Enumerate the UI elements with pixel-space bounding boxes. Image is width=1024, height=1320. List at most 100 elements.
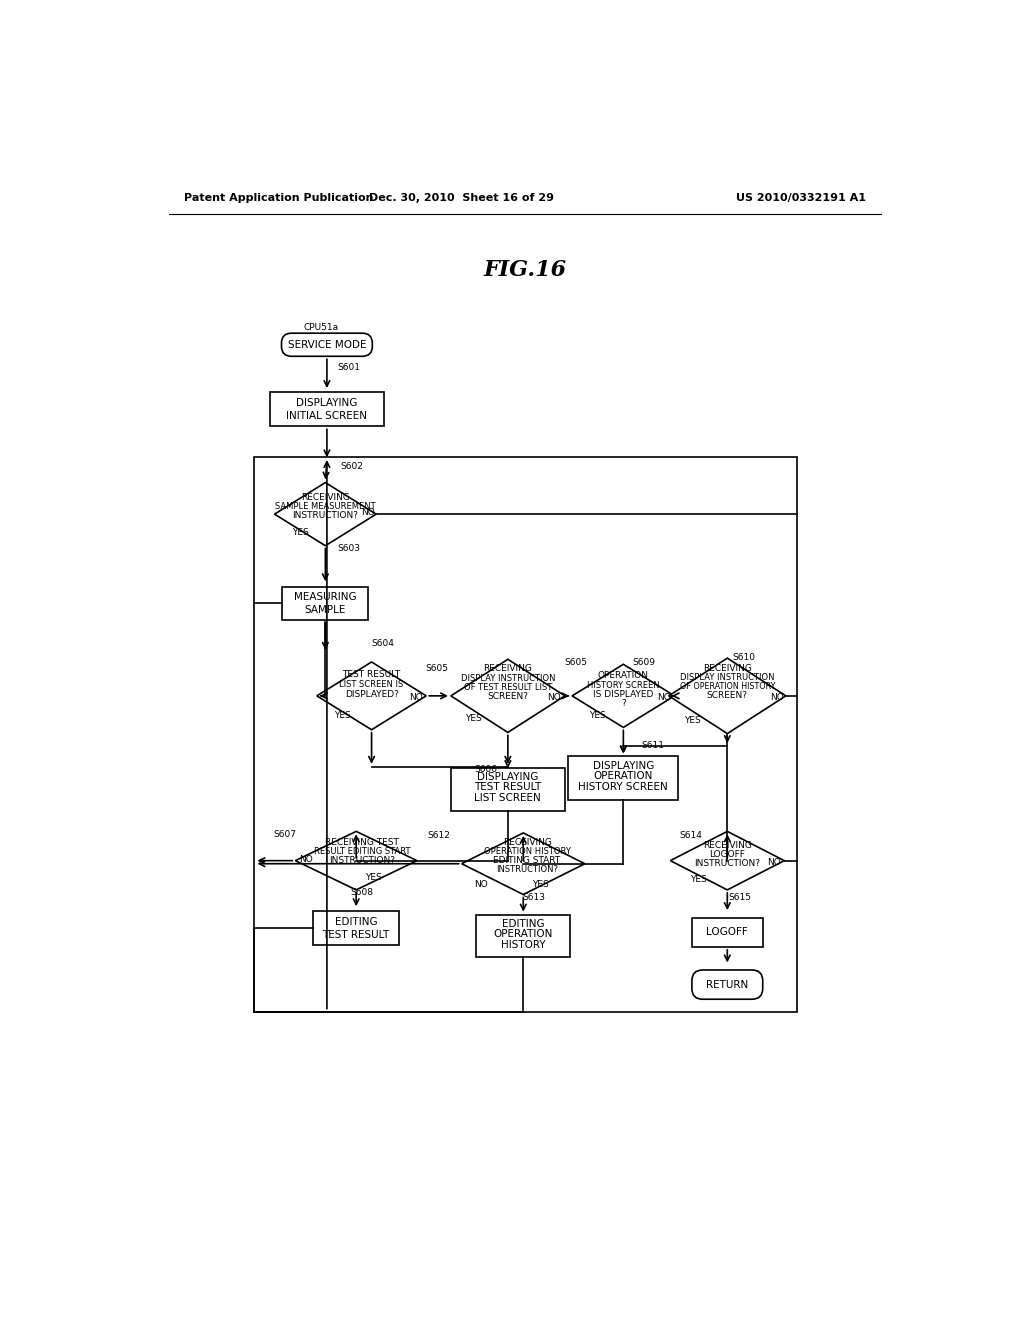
Text: INSTRUCTION?: INSTRUCTION? [330, 857, 395, 865]
Text: DISPLAYING: DISPLAYING [477, 772, 539, 783]
Text: S604: S604 [372, 639, 394, 648]
Text: YES: YES [465, 714, 481, 723]
Text: YES: YES [690, 875, 707, 883]
Text: S601: S601 [337, 363, 360, 372]
Polygon shape [316, 663, 426, 730]
Text: INSTRUCTION?: INSTRUCTION? [293, 511, 358, 520]
FancyBboxPatch shape [282, 333, 373, 356]
FancyBboxPatch shape [270, 392, 384, 426]
Text: DISPLAYING: DISPLAYING [296, 399, 357, 408]
Text: IS DISPLAYED: IS DISPLAYED [593, 690, 653, 698]
Polygon shape [295, 832, 417, 890]
Text: TEST RESULT: TEST RESULT [342, 669, 400, 678]
Text: S612: S612 [427, 832, 450, 841]
Text: CPU51a: CPU51a [303, 323, 338, 333]
Text: YES: YES [365, 873, 382, 882]
FancyBboxPatch shape [313, 911, 399, 945]
Text: SERVICE MODE: SERVICE MODE [288, 339, 367, 350]
Text: DISPLAYED?: DISPLAYED? [345, 690, 398, 698]
Text: Dec. 30, 2010  Sheet 16 of 29: Dec. 30, 2010 Sheet 16 of 29 [370, 194, 554, 203]
Text: Patent Application Publication: Patent Application Publication [184, 194, 374, 203]
Text: OPERATION HISTORY: OPERATION HISTORY [483, 847, 570, 855]
Text: OPERATION: OPERATION [594, 771, 653, 781]
Text: S611: S611 [641, 742, 665, 750]
FancyBboxPatch shape [451, 768, 565, 812]
Text: S610: S610 [733, 653, 756, 661]
Text: S602: S602 [340, 462, 362, 471]
Text: NO: NO [474, 880, 487, 888]
Text: S607: S607 [273, 830, 296, 840]
Text: DISPLAY INSTRUCTION: DISPLAY INSTRUCTION [680, 673, 774, 682]
Text: YES: YES [293, 528, 309, 537]
FancyBboxPatch shape [692, 917, 763, 946]
Text: TEST RESULT: TEST RESULT [323, 929, 390, 940]
Text: LOGOFF: LOGOFF [710, 850, 745, 859]
Text: YES: YES [334, 711, 350, 721]
Text: NO: NO [410, 693, 423, 702]
Text: S614: S614 [680, 832, 702, 841]
Text: S605: S605 [564, 659, 587, 667]
Text: RECEIVING: RECEIVING [301, 492, 350, 502]
Text: ?: ? [621, 700, 626, 708]
Text: FIG.16: FIG.16 [483, 259, 566, 281]
Text: EDITING: EDITING [335, 917, 378, 927]
Text: RECEIVING TEST: RECEIVING TEST [326, 838, 399, 846]
Polygon shape [669, 659, 785, 734]
Text: RECEIVING: RECEIVING [503, 838, 552, 846]
Text: S605: S605 [426, 664, 449, 673]
Text: YES: YES [590, 711, 606, 721]
FancyBboxPatch shape [568, 756, 679, 800]
Text: HISTORY SCREEN: HISTORY SCREEN [587, 681, 659, 689]
Text: SCREEN?: SCREEN? [487, 692, 528, 701]
Text: DISPLAYING: DISPLAYING [593, 760, 654, 771]
Polygon shape [462, 833, 585, 895]
Text: INITIAL SCREEN: INITIAL SCREEN [287, 411, 368, 421]
Text: SAMPLE MEASUREMENT: SAMPLE MEASUREMENT [275, 502, 376, 511]
Text: NO: NO [299, 854, 313, 863]
Polygon shape [274, 483, 376, 545]
Polygon shape [572, 664, 675, 727]
Text: NO: NO [657, 693, 671, 702]
Text: OPERATION: OPERATION [598, 672, 649, 680]
Text: S608: S608 [351, 888, 374, 898]
Text: NO: NO [770, 693, 783, 702]
Text: S603: S603 [337, 544, 360, 553]
Text: RECEIVING: RECEIVING [702, 664, 752, 673]
Text: INSTRUCTION?: INSTRUCTION? [694, 859, 760, 869]
Text: RESULT EDITING START: RESULT EDITING START [314, 847, 411, 855]
Text: RECEIVING: RECEIVING [702, 841, 752, 850]
Text: OPERATION: OPERATION [494, 929, 553, 939]
Text: DISPLAY INSTRUCTION: DISPLAY INSTRUCTION [461, 673, 555, 682]
Text: NO: NO [547, 693, 561, 702]
Text: S615: S615 [728, 894, 752, 902]
Text: LOGOFF: LOGOFF [707, 927, 749, 937]
Polygon shape [671, 832, 784, 890]
Text: S606: S606 [475, 764, 498, 774]
Text: US 2010/0332191 A1: US 2010/0332191 A1 [736, 194, 866, 203]
Text: OF TEST RESULT LIST: OF TEST RESULT LIST [464, 682, 552, 692]
Text: NO: NO [767, 858, 780, 867]
FancyBboxPatch shape [692, 970, 763, 999]
Text: TEST RESULT: TEST RESULT [474, 783, 542, 792]
FancyBboxPatch shape [283, 586, 369, 620]
Text: S613: S613 [522, 894, 546, 902]
Text: EDITING START: EDITING START [494, 857, 561, 865]
Text: OF OPERATION HISTORY: OF OPERATION HISTORY [680, 682, 775, 692]
Text: S609: S609 [632, 659, 655, 667]
Text: MEASURING: MEASURING [294, 593, 356, 602]
Text: RECEIVING: RECEIVING [483, 664, 532, 673]
Text: INSTRUCTION?: INSTRUCTION? [496, 866, 558, 874]
Text: SCREEN?: SCREEN? [707, 692, 748, 701]
Text: NO: NO [360, 508, 375, 517]
Text: SAMPLE: SAMPLE [305, 605, 346, 615]
Text: YES: YES [531, 880, 549, 888]
Text: LIST SCREEN: LIST SCREEN [474, 793, 542, 804]
Polygon shape [451, 659, 565, 733]
Text: YES: YES [684, 715, 701, 725]
Text: HISTORY: HISTORY [501, 940, 546, 949]
Text: RETURN: RETURN [707, 979, 749, 990]
Text: HISTORY SCREEN: HISTORY SCREEN [579, 781, 669, 792]
Text: EDITING: EDITING [502, 919, 545, 929]
FancyBboxPatch shape [476, 915, 570, 957]
Text: LIST SCREEN IS: LIST SCREEN IS [339, 680, 403, 689]
